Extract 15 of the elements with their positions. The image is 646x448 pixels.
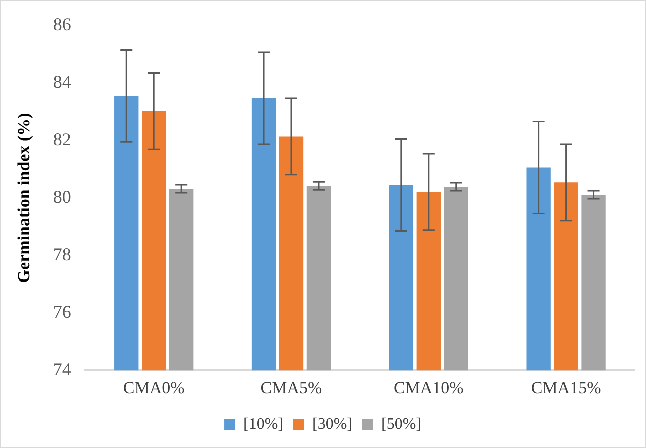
y-tick-label: 84 — [53, 72, 72, 92]
y-tick-label: 76 — [53, 302, 72, 322]
legend-label: [30%] — [312, 416, 352, 434]
x-tick-label: CMA5% — [260, 378, 322, 398]
y-axis-title: Germination index (%) — [14, 113, 34, 284]
x-tick-label: CMA0% — [123, 378, 185, 398]
legend-label: [10%] — [244, 416, 284, 434]
legend-label: [50%] — [381, 416, 422, 434]
y-tick-label: 80 — [53, 186, 72, 207]
y-tick-label: 86 — [53, 14, 72, 35]
y-tick-label: 82 — [53, 129, 72, 150]
y-tick-label: 74 — [53, 359, 72, 380]
x-tick-label: CMA15% — [531, 378, 602, 398]
y-tick-label: 78 — [53, 244, 72, 264]
x-tick-label: CMA10% — [394, 378, 464, 398]
